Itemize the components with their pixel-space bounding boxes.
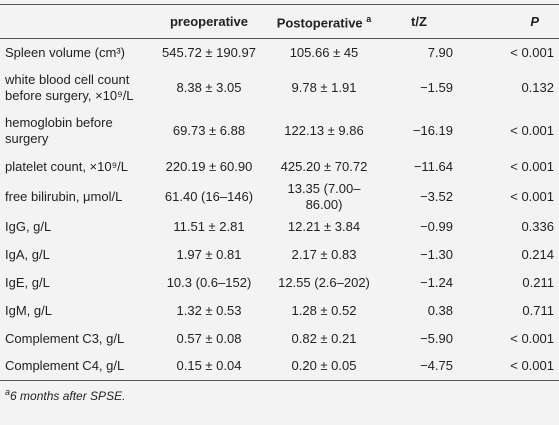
table-row: Spleen volume (cm³) 545.72 ± 190.97 105.66… <box>0 39 559 67</box>
cell: 0.15 ± 0.04 <box>176 358 242 374</box>
header-cell: P <box>530 13 539 29</box>
cell: 1.28 ± 0.52 <box>291 302 357 318</box>
cell: 10.3 (0.6–152) <box>166 274 252 290</box>
cell: < 0.001 <box>510 44 554 60</box>
cell: 8.38 ± 3.05 <box>176 80 242 95</box>
cell: 61.40 (16–146) <box>164 188 254 204</box>
cell: 0.20 ± 0.05 <box>291 358 357 374</box>
cell: 2.17 ± 0.83 <box>291 246 357 262</box>
cell: −4.75 <box>420 358 453 374</box>
cell: 105.66 ± 45 <box>289 44 359 60</box>
row-label: IgA, g/L <box>5 246 50 262</box>
row-label: IgE, g/L <box>5 274 50 290</box>
cell: 0.214 <box>521 246 554 262</box>
cell: 0.38 <box>427 302 453 318</box>
cell: −16.19 <box>412 123 453 138</box>
cell: 12.55 (2.6–202) <box>278 274 370 290</box>
table-row: IgE, g/L 10.3 (0.6–152) 12.55 (2.6–202) −1.… <box>0 269 559 297</box>
table-row: IgG, g/L 11.51 ± 2.81 12.21 ± 3.84 −0.99 0.3… <box>0 213 559 241</box>
table-row: Complement C3, g/L 0.57 ± 0.08 0.82 ± 0.21… <box>0 325 559 353</box>
cell: 0.82 ± 0.21 <box>291 330 357 346</box>
footnote: a6 months after SPSE. <box>0 381 559 409</box>
row-label: IgG, g/L <box>5 218 52 234</box>
row-label: Complement C3, g/L <box>5 330 125 346</box>
cell: < 0.001 <box>510 188 554 204</box>
cell: 12.21 ± 3.84 <box>287 218 361 234</box>
table-row: platelet count, ×10⁹/L 220.19 ± 60.90 425.… <box>0 153 559 181</box>
cell: −11.64 <box>413 158 453 174</box>
footnote-text: 6 months after SPSE. <box>10 389 126 403</box>
footnote-marker: a <box>366 14 372 25</box>
row-label: free bilirubin, μmol/L <box>5 188 123 204</box>
cell: 122.13 ± 9.86 <box>284 123 364 138</box>
table-row: IgA, g/L 1.97 ± 0.81 2.17 ± 0.83 −1.30 0.214 <box>0 241 559 269</box>
footnote-marker: a <box>5 387 11 397</box>
cell: < 0.001 <box>510 330 554 346</box>
row-label: white blood cell count before surgery, ×… <box>5 72 134 103</box>
table-row: IgM, g/L 1.32 ± 0.53 1.28 ± 0.52 0.38 0.711 <box>0 297 559 325</box>
table-row: free bilirubin, μmol/L 61.40 (16–146) 13.3… <box>0 181 559 213</box>
row-label: hemoglobin before surgery <box>5 115 113 146</box>
cell: 0.711 <box>522 302 554 318</box>
row-label: Spleen volume (cm³) <box>5 44 125 60</box>
header-cell: Postoperative a <box>268 5 380 39</box>
cell: −1.30 <box>420 246 453 262</box>
header-cell <box>0 5 150 39</box>
cell: 13.35 (7.00–86.00) <box>287 180 361 212</box>
row-label: platelet count, ×10⁹/L <box>5 158 129 174</box>
header-row: preoperative Postoperative a t/Z P <box>0 4 559 39</box>
cell: 69.73 ± 6.88 <box>172 123 246 138</box>
table-row: white blood cell count before surgery, ×… <box>0 67 559 110</box>
cell: −1.24 <box>420 274 453 290</box>
cell: 1.32 ± 0.53 <box>176 302 242 318</box>
row-label: Complement C4, g/L <box>5 358 125 374</box>
cell: 7.90 <box>427 44 453 60</box>
cell: 0.211 <box>522 274 554 290</box>
cell: 1.97 ± 0.81 <box>176 246 242 262</box>
cell: 220.19 ± 60.90 <box>165 158 253 174</box>
table-row: hemoglobin before surgery 69.73 ± 6.88 122… <box>0 110 559 153</box>
cell: 0.336 <box>521 218 554 234</box>
header-text: Postoperative <box>276 15 363 31</box>
cell: 425.20 ± 70.72 <box>280 158 368 174</box>
cell: 11.51 ± 2.81 <box>173 218 245 234</box>
table-row: Complement C4, g/L 0.15 ± 0.04 0.20 ± 0.05… <box>0 353 559 381</box>
table-body: Spleen volume (cm³) 545.72 ± 190.97 105.66… <box>0 39 559 381</box>
cell: −0.99 <box>420 218 453 234</box>
page: preoperative Postoperative a t/Z P Splee… <box>0 4 559 425</box>
cell: 0.132 <box>521 80 554 95</box>
cell: < 0.001 <box>510 123 554 138</box>
header-cell: preoperative <box>169 13 249 29</box>
cell: < 0.001 <box>510 158 554 174</box>
row-label: IgM, g/L <box>5 302 52 318</box>
cell: −3.52 <box>420 188 453 204</box>
cell: < 0.001 <box>510 358 554 374</box>
cell: 0.57 ± 0.08 <box>176 330 242 346</box>
cell: −5.90 <box>420 330 453 346</box>
cell: 9.78 ± 1.91 <box>291 80 357 95</box>
header-cell: t/Z <box>411 13 427 29</box>
data-table: preoperative Postoperative a t/Z P Splee… <box>0 4 559 381</box>
cell: −1.59 <box>420 80 453 95</box>
cell: 545.72 ± 190.97 <box>162 44 256 60</box>
